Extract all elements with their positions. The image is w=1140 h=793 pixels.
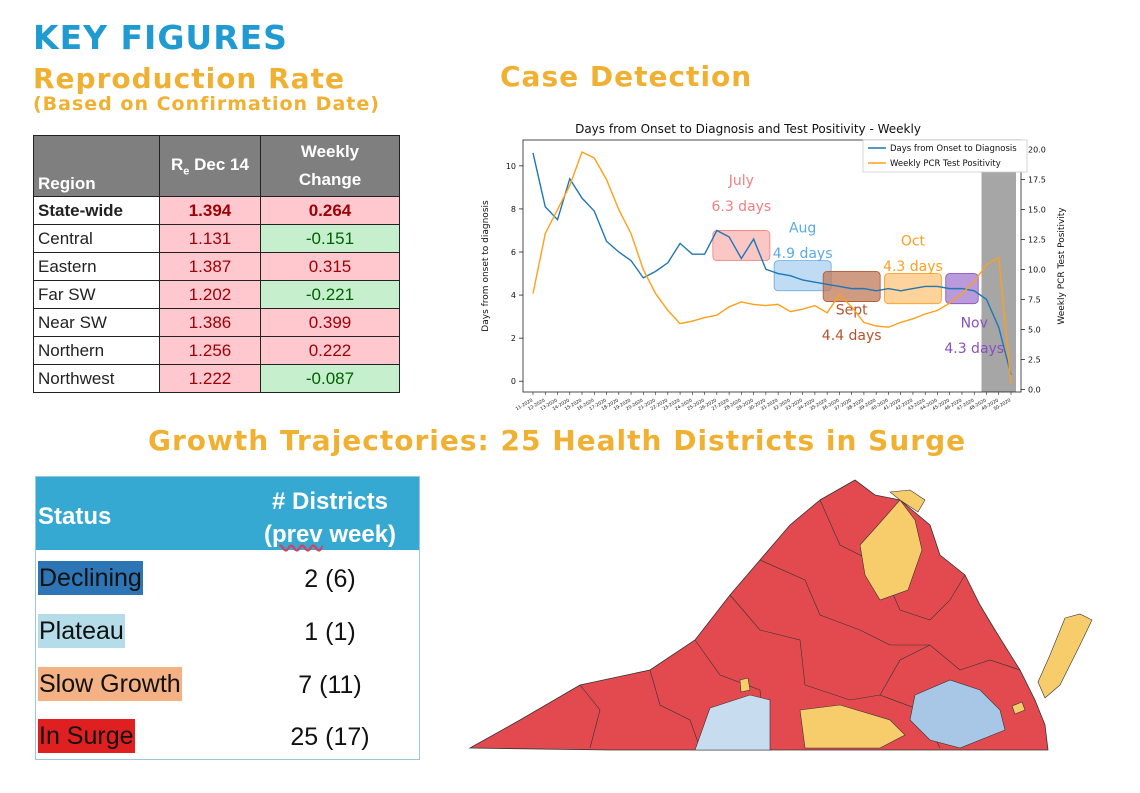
count-plateau: 1 (1) — [304, 618, 356, 646]
col-weekly-change: Weekly Change — [260, 135, 400, 197]
annotation-value: 4.4 days — [822, 328, 882, 344]
chart-legend: Days from Onset to Diagnosis Weekly PCR … — [862, 139, 1028, 173]
y-tick-label: 6 — [511, 248, 516, 257]
annotation-box — [773, 260, 832, 292]
col-r-dec14: Re Dec 14 — [159, 135, 261, 197]
virginia-health-districts-map — [468, 479, 1093, 751]
map-district-slow-growth-small — [739, 677, 751, 693]
annotation-label: Sept — [836, 302, 868, 318]
map-district-slow-growth-north — [859, 499, 923, 601]
change-cell: 0.264 — [260, 196, 400, 225]
reproduction-rate-table: Region Re Dec 14 Weekly Change State-wide… — [33, 135, 400, 393]
table-row: Near SW 1.386 0.399 — [33, 308, 400, 337]
chart-title: Days from Onset to Diagnosis and Test Po… — [575, 122, 921, 136]
change-cell: -0.151 — [260, 224, 400, 253]
change-cell: 0.315 — [260, 252, 400, 281]
region-cell: Northern — [33, 336, 160, 365]
annotation-value: 4.3 days — [944, 341, 1004, 357]
r-value-cell: 1.394 — [159, 196, 261, 225]
count-declining: 2 (6) — [304, 565, 356, 593]
legend-label-onset: Days from Onset to Diagnosis — [890, 144, 1017, 154]
status-in-surge: In Surge — [38, 719, 135, 753]
count-slow-growth: 7 (11) — [298, 671, 362, 699]
status-declining: Declining — [38, 561, 143, 595]
table-row: Northern 1.256 0.222 — [33, 336, 400, 365]
region-cell: Eastern — [33, 252, 160, 281]
y2-tick-label: 2.5 — [1028, 356, 1041, 365]
table-row: Central 1.131 -0.151 — [33, 224, 400, 253]
series-line-onset — [532, 152, 1012, 375]
y2-tick-label: 7.5 — [1028, 296, 1041, 305]
plot-frame — [522, 139, 1022, 393]
growth-trajectories-table: Status # Districts (prev week) Declining … — [35, 476, 420, 760]
y-tick-label: 2 — [511, 334, 516, 343]
annotation-box — [712, 230, 771, 262]
y2-tick-label: 0.0 — [1028, 386, 1041, 395]
r-value-cell: 1.222 — [159, 364, 261, 393]
count-in-surge: 25 (17) — [290, 723, 370, 751]
map-district-eastern-shore — [1037, 613, 1093, 699]
r-value-cell: 1.131 — [159, 224, 261, 253]
table-row: State-wide 1.394 0.264 — [33, 196, 400, 225]
status-slow-growth: Slow Growth — [38, 667, 182, 701]
r-value-cell: 1.386 — [159, 308, 261, 337]
table-row: Far SW 1.202 -0.221 — [33, 280, 400, 309]
annotation-label: July — [728, 173, 754, 189]
region-cell: Far SW — [33, 280, 160, 309]
region-cell: Near SW — [33, 308, 160, 337]
y-axis-label: Days from onset to diagnosis — [481, 200, 491, 332]
region-cell: Central — [33, 224, 160, 253]
map-district-slow-growth-coast — [1011, 701, 1026, 715]
y2-tick-label: 5.0 — [1028, 326, 1041, 335]
legend-label-positivity: Weekly PCR Test Positivity — [890, 159, 1001, 169]
region-cell: State-wide — [33, 196, 160, 225]
y2-tick-label: 15.0 — [1028, 206, 1046, 215]
r-value-cell: 1.202 — [159, 280, 261, 309]
annotation-box — [822, 270, 881, 302]
annotation-value: 6.3 days — [711, 199, 771, 215]
annotation-value: 4.3 days — [883, 259, 943, 275]
y2-tick-label: 20.0 — [1028, 146, 1046, 155]
y-tick-label: 8 — [511, 205, 516, 214]
growth-trajectories-heading: Growth Trajectories: 25 Health Districts… — [148, 424, 967, 457]
y2-tick-label: 17.5 — [1028, 176, 1046, 185]
y2-tick-label: 12.5 — [1028, 236, 1046, 245]
annotation-label: Aug — [789, 221, 816, 237]
series-line-positivity — [532, 151, 1012, 384]
col-districts: # Districts (prev week) — [263, 488, 397, 548]
y-tick-label: 4 — [511, 291, 516, 300]
growth-table-header — [36, 477, 419, 550]
annotation-label: Oct — [901, 234, 926, 250]
case-detection-chart: Days from Onset to Diagnosis and Test Po… — [481, 122, 1067, 412]
annotation-label: Nov — [961, 315, 988, 331]
reproduction-rate-subheading: (Based on Confirmation Date) — [33, 93, 380, 115]
y2-tick-label: 10.0 — [1028, 266, 1046, 275]
reproduction-rate-heading: Reproduction Rate — [33, 62, 345, 95]
shaded-region — [981, 140, 1016, 392]
change-cell: 0.399 — [260, 308, 400, 337]
col-region: Region — [33, 135, 160, 197]
table-row: Eastern 1.387 0.315 — [33, 252, 400, 281]
map-district-slow-growth-south — [799, 704, 906, 749]
r-value-cell: 1.387 — [159, 252, 261, 281]
change-cell: -0.221 — [260, 280, 400, 309]
key-figures-heading: KEY FIGURES — [33, 18, 288, 57]
map-district-slow-growth-northwest — [889, 489, 926, 513]
change-cell: 0.222 — [260, 336, 400, 365]
r-value-cell: 1.256 — [159, 336, 261, 365]
map-district-plateau — [694, 694, 771, 751]
annotation-value: 4.9 days — [773, 246, 833, 262]
change-cell: -0.087 — [260, 364, 400, 393]
y2-axis-label: Weekly PCR Test Positivity — [1057, 207, 1067, 325]
status-plateau: Plateau — [38, 614, 125, 648]
region-cell: Northwest — [33, 364, 160, 393]
y-tick-label: 0 — [511, 377, 516, 386]
col-status: Status — [38, 503, 112, 530]
case-detection-heading: Case Detection — [500, 60, 753, 93]
table-row: Northwest 1.222 -0.087 — [33, 364, 400, 393]
y-tick-label: 10 — [506, 162, 516, 171]
map-district-declining — [909, 679, 1006, 749]
